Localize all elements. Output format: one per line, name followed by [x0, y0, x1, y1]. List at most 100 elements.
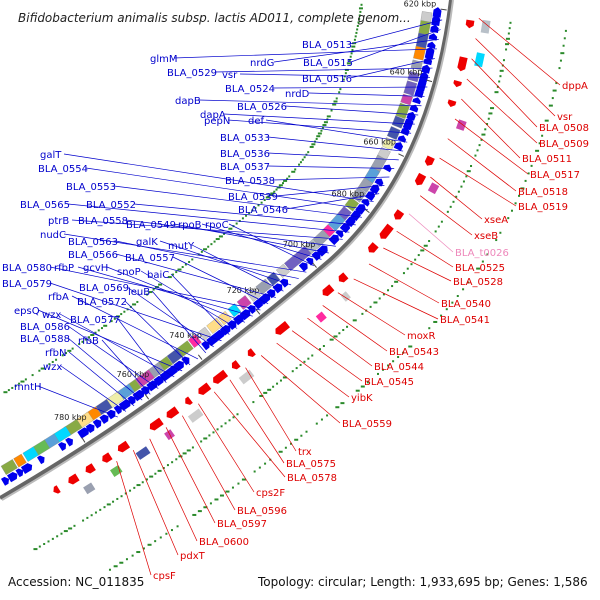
gc-dot [129, 490, 131, 492]
gc-dot [158, 284, 162, 286]
gc-dot [428, 240, 430, 242]
gc-dot [447, 211, 449, 213]
gc-dot [558, 67, 560, 69]
gc-dot [323, 345, 325, 347]
gc-dot [410, 263, 412, 265]
forward-gene-label: BLA_0538 [225, 176, 275, 187]
forward-gene-label: baiC [147, 270, 169, 281]
reverse-label-leader [150, 439, 197, 541]
forward-gene-arrow [421, 64, 431, 74]
forward-gene-label: snoP [117, 267, 141, 278]
forward-gene-label: mutY [168, 241, 195, 252]
forward-gene-arrow [427, 41, 436, 49]
gc-dot [333, 335, 337, 337]
reverse-label-leader [430, 177, 482, 219]
reverse-gene-arrow [453, 80, 462, 88]
forward-gene-label: mntH [14, 382, 42, 393]
gc-dot [198, 510, 202, 512]
gc-dot [191, 258, 193, 260]
gc-dot [331, 110, 333, 112]
gc-dot [72, 348, 74, 350]
cog-block [404, 81, 417, 96]
gc-dot [335, 406, 339, 408]
gc-dot [311, 355, 313, 357]
gc-dot [541, 135, 543, 137]
gc-dot [327, 115, 331, 117]
forward-gene-label: BLA_0565 [20, 200, 70, 211]
gc-dot [276, 383, 278, 385]
reverse-gene-arrow [336, 272, 348, 284]
gc-dot [564, 37, 566, 39]
gc-dot [346, 326, 348, 328]
forward-gene-label: nrdD [285, 89, 310, 100]
gc-dot [316, 423, 318, 425]
gc-dot [441, 221, 443, 223]
gc-dot [545, 120, 549, 122]
gc-dot [276, 189, 278, 191]
forward-gene-label: wzx [43, 362, 62, 373]
forward-gene-arrow [37, 454, 47, 464]
forward-gene-label: BLA_0566 [68, 250, 118, 261]
gc-dot [370, 306, 372, 308]
forward-gene-label: rfbP [54, 263, 74, 274]
reverse-gene-label: BLA_0508 [539, 123, 589, 134]
reverse-gene-label: BLA_t0026 [455, 248, 509, 259]
reverse-label-leader [214, 392, 285, 477]
cog-block [1, 459, 18, 474]
reverse-label-leader [472, 59, 537, 127]
reverse-gene-label: BLA_0540 [441, 299, 491, 310]
forward-gene-label: BLA_0563 [68, 237, 118, 248]
gc-dot [479, 144, 481, 146]
reverse-gene-arrow [196, 383, 211, 397]
forward-gene-label: BLA_0549 [126, 220, 176, 231]
gc-dot [379, 297, 381, 299]
gc-dot [338, 332, 340, 334]
gc-dot [95, 512, 97, 514]
forward-gene-label: BLA_0513 [302, 40, 352, 51]
gc-dot [484, 128, 486, 130]
gc-dot [219, 235, 223, 237]
gc-dot [8, 389, 10, 391]
gc-dot [467, 170, 471, 172]
gc-dot [225, 422, 227, 424]
forward-gene-label: BLA_0546 [238, 205, 288, 216]
gc-dot [552, 97, 554, 99]
gc-dot [73, 525, 75, 527]
reverse-gene-label: yibK [351, 393, 373, 404]
forward-gene-label: BLA_0558 [78, 216, 128, 227]
gc-dot [101, 327, 103, 329]
gc-dot [177, 269, 181, 271]
gc-dot [511, 210, 513, 212]
reverse-label-leader [420, 196, 472, 235]
ruler-tick [426, 80, 432, 82]
reverse-label-leader [292, 331, 362, 381]
forward-gene-label: ptrB [48, 216, 69, 227]
reverse-gene-label: xseA [484, 215, 508, 226]
gc-dot [203, 248, 207, 250]
gc-dot [535, 150, 539, 152]
reverse-gene-arrow [273, 321, 290, 337]
gc-dot [236, 223, 238, 225]
gc-dot [216, 238, 220, 240]
gc-dot [403, 272, 405, 274]
gc-dot [460, 186, 462, 188]
forward-gene-label: BLA_0552 [86, 200, 136, 211]
forward-gene-label: leuB [128, 287, 150, 298]
gc-dot [354, 39, 356, 41]
gc-dot [182, 266, 184, 268]
gc-dot [200, 440, 202, 442]
gc-dot [338, 91, 340, 93]
forward-gene-label: BLA_0537 [220, 162, 270, 173]
reverse-gene-arrow [183, 396, 193, 406]
gc-dot [300, 364, 302, 366]
gc-dot [321, 419, 323, 421]
genome-map-page: 620 kbp 640 kbp 660 kbp 680 kbp 700 kbp 720 k… [0, 0, 600, 600]
forward-gene-label: galT [40, 150, 62, 161]
gc-dot [305, 431, 307, 433]
gc-dot [33, 548, 37, 550]
gc-dot [435, 230, 437, 232]
gc-dot [474, 155, 476, 157]
gc-dot [3, 391, 7, 393]
reverse-label-leader [198, 404, 254, 492]
gc-dot [64, 530, 68, 532]
